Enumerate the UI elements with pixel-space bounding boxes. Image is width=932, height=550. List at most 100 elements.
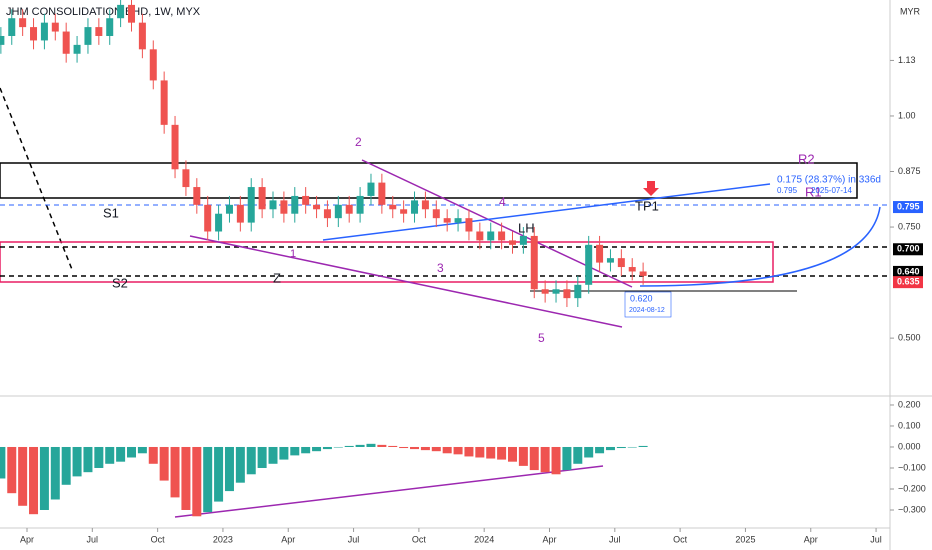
histogram-bar	[605, 446, 615, 451]
price-tag	[893, 276, 923, 289]
currency: MYR	[900, 6, 921, 16]
candle-body	[334, 204, 342, 219]
candle-body	[19, 18, 27, 28]
candle-body	[574, 284, 582, 299]
candle-body	[432, 209, 440, 219]
histogram-bar	[246, 446, 256, 475]
y-tick-label: 0.200	[898, 399, 921, 409]
histogram-bar	[627, 446, 637, 448]
histogram-bar	[301, 446, 311, 454]
candle-body	[30, 27, 38, 41]
histogram-bar	[355, 444, 365, 447]
annotation: 1	[290, 248, 296, 260]
candle-body	[465, 218, 473, 232]
histogram-bar	[116, 446, 126, 462]
x-tick-label: Apr	[20, 534, 34, 544]
candle-body	[182, 169, 190, 188]
candle-body	[606, 258, 614, 263]
price-tag-label: 0.795	[897, 201, 920, 211]
histogram-bar	[453, 446, 463, 455]
histogram-bar	[0, 446, 6, 479]
candle-body	[171, 124, 179, 170]
histogram-bar	[420, 446, 430, 451]
histogram-bar	[344, 445, 354, 447]
candle-body	[193, 187, 201, 205]
histogram-bar	[159, 446, 169, 481]
annotation: Z	[273, 270, 281, 285]
candle-body	[596, 244, 604, 263]
price-tag-label: 0.700	[897, 244, 920, 254]
y-tick-label: 1.00	[898, 110, 916, 120]
annotation: 4	[499, 195, 506, 209]
x-tick-label: Oct	[151, 534, 166, 544]
candle-body	[225, 204, 233, 214]
candle-body	[62, 31, 70, 54]
measure-label: 2025-07-14	[811, 186, 852, 195]
histogram-bar	[224, 446, 234, 492]
histogram-bar	[540, 446, 550, 473]
histogram-bar	[518, 446, 528, 466]
histogram-bar	[50, 446, 60, 500]
histogram-bar	[486, 446, 496, 459]
candle-body	[421, 200, 429, 210]
annotation: LH	[518, 220, 535, 235]
histogram-bar	[366, 443, 376, 447]
x-tick-label: Apr	[804, 534, 818, 544]
histogram-bar	[257, 446, 267, 468]
annotation: 2	[355, 135, 362, 149]
histogram-bar	[616, 446, 626, 449]
candle-body	[639, 271, 647, 276]
histogram-bar	[29, 446, 39, 515]
y-tick-label: 0.875	[898, 166, 921, 176]
histogram-bar	[377, 444, 387, 447]
candle-body	[585, 244, 593, 285]
candle-body	[313, 204, 321, 210]
histogram-bar	[388, 445, 398, 447]
histogram-bar	[497, 446, 507, 460]
candle-body	[258, 187, 266, 210]
candle-body	[628, 267, 636, 272]
x-tick-label: Jul	[870, 534, 882, 544]
histogram-bar	[148, 446, 158, 464]
annotation: S1	[103, 205, 119, 220]
price-tag	[893, 243, 923, 256]
histogram-bar	[214, 446, 224, 502]
histogram-bar	[7, 446, 17, 494]
y-tick-label: 1.13	[898, 55, 916, 65]
histogram-bar	[83, 446, 93, 473]
histogram-bar	[290, 446, 300, 456]
histogram-bar	[39, 446, 49, 510]
histogram-bar	[584, 446, 594, 458]
histogram-bar	[170, 446, 180, 498]
x-tick-label: Jul	[87, 534, 99, 544]
histogram-bar	[562, 446, 572, 471]
x-tick-label: Jul	[609, 534, 621, 544]
candle-body	[269, 200, 277, 210]
histogram-bar	[18, 446, 28, 506]
candle-body	[138, 22, 146, 50]
histogram-bar	[126, 446, 136, 458]
price-tag	[893, 201, 923, 214]
candle-body	[617, 258, 625, 268]
candle-body	[149, 49, 157, 81]
candle-body	[291, 195, 299, 214]
y-tick-label: 0.000	[898, 441, 921, 451]
histogram-bar	[235, 446, 245, 483]
candle-body	[530, 235, 538, 290]
histogram-bar	[72, 446, 82, 477]
x-tick-label: Apr	[281, 534, 295, 544]
annotation: TP1	[635, 198, 659, 213]
x-tick-label: 2025	[735, 534, 755, 544]
candle-body	[378, 182, 386, 205]
price-tag-label: 0.640	[897, 266, 920, 276]
histogram-bar	[279, 446, 289, 460]
x-tick-label: Apr	[542, 534, 556, 544]
candle-body	[8, 18, 16, 36]
histogram-bar	[595, 446, 605, 454]
series	[0, 443, 648, 517]
candle-body	[541, 289, 549, 294]
candle-body	[454, 218, 462, 223]
candle-body	[356, 195, 364, 214]
candle-body	[302, 195, 310, 205]
